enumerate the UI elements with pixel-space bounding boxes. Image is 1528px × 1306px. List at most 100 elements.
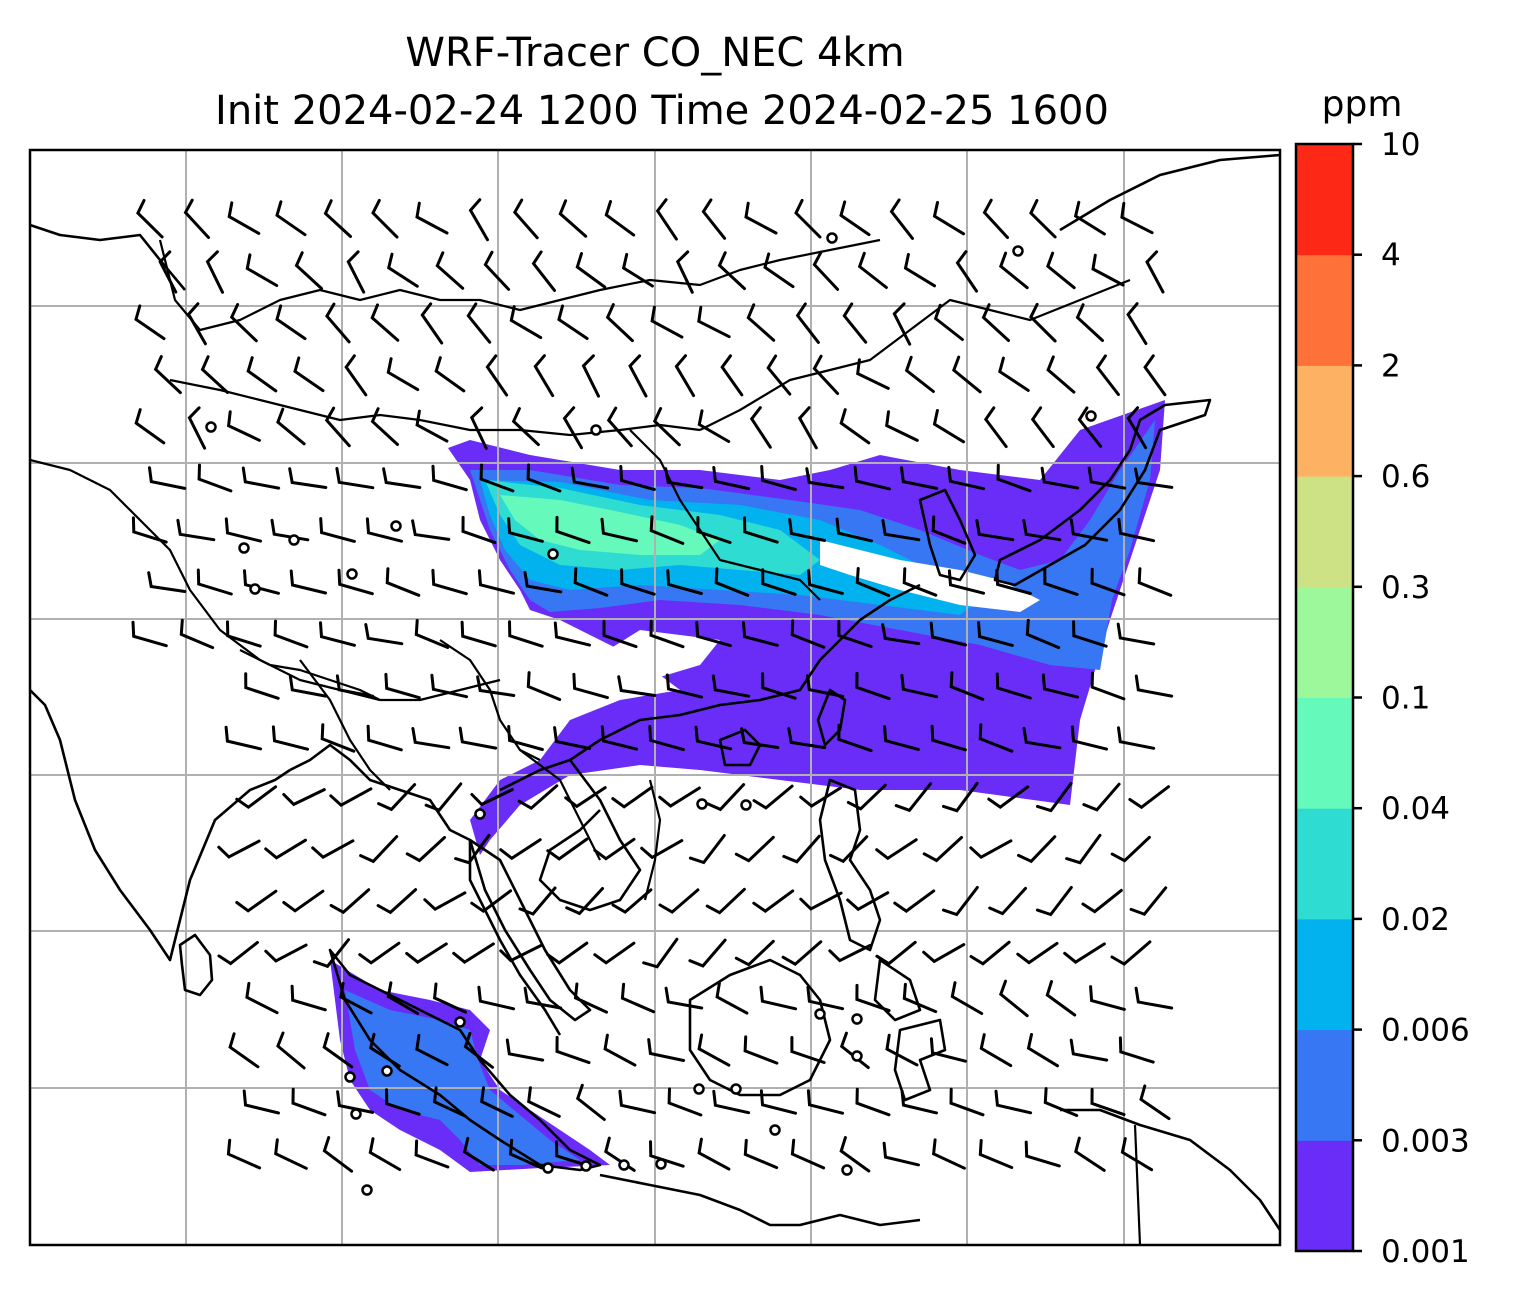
wind-barb	[846, 891, 890, 912]
wind-barb	[1043, 1087, 1079, 1117]
wind-barb	[1118, 1036, 1155, 1064]
wind-barb	[1117, 517, 1156, 543]
wind-barb	[468, 198, 489, 242]
wind-barb	[705, 887, 746, 915]
colorbar-tick-label: 0.04	[1381, 791, 1450, 827]
wind-barb	[982, 198, 1009, 239]
map-frame	[28, 148, 1282, 1247]
wind-barb	[711, 674, 751, 698]
calm-wind-circle	[288, 534, 300, 546]
wind-barb	[947, 465, 986, 491]
wind-barb	[368, 1137, 402, 1171]
wind-barb	[720, 354, 744, 397]
wind-barb	[621, 252, 654, 288]
wind-barb	[276, 1031, 306, 1070]
wind-barb	[288, 467, 328, 489]
wind-barb	[1035, 886, 1073, 917]
wind-barb	[648, 724, 685, 752]
wind-barb	[893, 889, 936, 913]
wind-barb	[929, 1037, 967, 1063]
wind-barb	[462, 1136, 495, 1172]
wind-barb	[134, 408, 166, 445]
wind-barb	[176, 518, 216, 542]
wind-barb	[339, 981, 373, 1015]
wind-barb	[1110, 940, 1152, 966]
wind-barb	[795, 302, 820, 344]
wind-barb	[797, 406, 818, 450]
wind-barb	[1134, 467, 1174, 489]
wind-barb	[1024, 1140, 1061, 1168]
wind-barb	[695, 621, 732, 648]
wind-barb	[415, 201, 449, 235]
wind-barb	[186, 302, 207, 346]
wind-barb	[1128, 785, 1170, 810]
wind-barb	[667, 1087, 703, 1117]
wind-barb	[531, 250, 556, 292]
calm-wind-circle	[1085, 410, 1097, 422]
wind-barb	[744, 201, 778, 235]
wind-barb	[712, 466, 751, 491]
wind-barb	[526, 463, 562, 493]
wind-barb	[505, 1038, 545, 1062]
wind-barb	[553, 621, 591, 647]
wind-barb	[274, 1138, 308, 1170]
wind-barb	[931, 1138, 966, 1170]
colorbar-swatch	[1296, 254, 1353, 366]
wind-barb	[386, 981, 420, 1015]
wind-barb	[617, 675, 657, 697]
wind-barb	[358, 941, 401, 965]
wind-barb	[794, 198, 822, 239]
wind-barb	[555, 1035, 591, 1065]
wind-barb	[611, 888, 653, 914]
wind-barb	[217, 941, 259, 966]
wind-barb	[533, 354, 555, 398]
wind-barb	[828, 943, 872, 963]
wind-barb	[988, 886, 1027, 916]
wind-barb	[697, 1033, 731, 1067]
wind-barb	[147, 571, 187, 593]
wind-barb	[454, 833, 491, 865]
colorbar-ticks: 0.001 0.003 0.006 0.02 0.04 0.1 0.3 0.6 2 4 10	[1353, 127, 1470, 1270]
wind-barb	[291, 1087, 327, 1117]
wind-barb	[276, 407, 306, 446]
wind-barb	[1043, 568, 1079, 596]
wind-barb	[562, 406, 583, 450]
wind-barb	[386, 357, 420, 392]
wind-barb	[1090, 567, 1126, 597]
wind-barb	[885, 1033, 919, 1067]
wind-barb	[1045, 980, 1077, 1017]
wind-barb	[470, 889, 513, 914]
wind-barb	[371, 198, 399, 239]
wind-barb	[415, 1033, 449, 1067]
calm-wind-circle	[580, 1160, 592, 1172]
colorbar-swatch	[1296, 918, 1353, 1031]
wind-barb	[717, 251, 746, 291]
calm-wind-circle	[841, 1164, 853, 1176]
wind-barb	[761, 568, 797, 596]
wind-barb	[382, 467, 422, 489]
wind-barb	[557, 304, 589, 340]
wind-barb	[1063, 942, 1106, 964]
wind-barb	[618, 1089, 657, 1115]
wind-barb	[781, 940, 823, 967]
colorbar-swatches	[1296, 144, 1353, 1252]
colorbar-tick-label: 0.006	[1381, 1013, 1470, 1049]
wind-barb	[652, 407, 681, 447]
colorbar-swatch	[1296, 808, 1353, 920]
colorbar-tick-label: 4	[1381, 238, 1401, 274]
wind-barb	[196, 568, 233, 596]
wind-barb	[649, 1140, 685, 1168]
calm-wind-circle	[851, 1013, 863, 1025]
wind-barb	[875, 940, 917, 966]
wind-barb	[512, 198, 539, 240]
wind-barb	[760, 465, 797, 491]
wind-barb	[293, 356, 325, 393]
wind-barb	[1029, 199, 1057, 239]
wind-barb	[955, 250, 978, 293]
wind-barb	[1091, 253, 1125, 287]
wind-barb	[323, 199, 352, 238]
wind-barb	[688, 834, 726, 865]
wind-barb	[593, 941, 636, 965]
wind-barb	[434, 356, 466, 393]
wind-barb	[649, 515, 685, 545]
